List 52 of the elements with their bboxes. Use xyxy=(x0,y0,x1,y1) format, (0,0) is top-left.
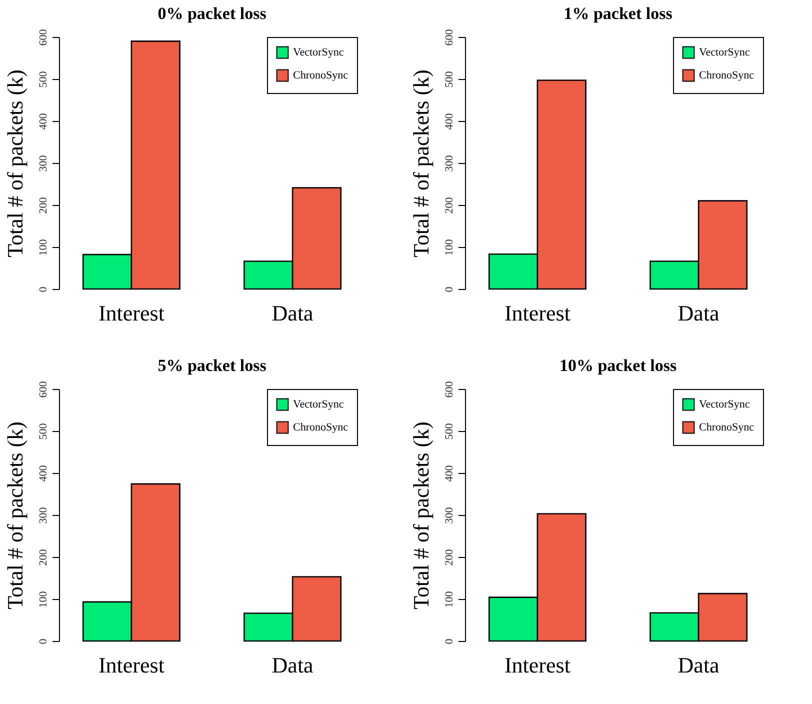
y-tick-label: 100 xyxy=(444,238,456,256)
y-tick-label: 400 xyxy=(38,112,50,130)
chart-title: 10% packet loss xyxy=(559,356,677,375)
y-tick-label: 300 xyxy=(38,154,50,172)
y-tick-label: 0 xyxy=(38,286,50,292)
y-tick-label: 300 xyxy=(444,506,456,524)
y-tick-label: 100 xyxy=(38,590,50,608)
y-tick-label: 500 xyxy=(38,422,50,440)
y-tick-label: 500 xyxy=(444,70,456,88)
x-tick-label: Data xyxy=(678,300,720,326)
y-tick-label: 0 xyxy=(444,638,456,644)
y-tick-label: 500 xyxy=(444,422,456,440)
y-tick-label: 300 xyxy=(38,506,50,524)
legend-label: ChronoSync xyxy=(699,70,754,82)
x-tick-label: Data xyxy=(272,300,314,326)
y-tick-label: 200 xyxy=(444,548,456,566)
y-tick-label: 0 xyxy=(444,286,456,292)
x-tick-label: Interest xyxy=(98,300,164,326)
chart-title: 5% packet loss xyxy=(158,356,267,375)
y-tick-label: 100 xyxy=(444,590,456,608)
y-tick-label: 200 xyxy=(38,196,50,214)
x-tick-label: Data xyxy=(272,652,314,678)
x-tick-label: Interest xyxy=(98,652,164,678)
y-axis-title: Total # of packets (k) xyxy=(2,70,28,258)
y-tick-label: 600 xyxy=(444,380,456,398)
y-tick-label: 600 xyxy=(38,380,50,398)
x-tick-label: Interest xyxy=(504,652,570,678)
x-tick-label: Interest xyxy=(504,300,570,326)
y-tick-label: 0 xyxy=(38,638,50,644)
legend-label: ChronoSync xyxy=(293,70,348,82)
y-tick-label: 200 xyxy=(444,196,456,214)
y-axis-title: Total # of packets (k) xyxy=(2,422,28,610)
legend-label: VectorSync xyxy=(293,398,344,410)
legend-label: VectorSync xyxy=(293,46,344,58)
legend-label: ChronoSync xyxy=(293,422,348,434)
chart-title: 1% packet loss xyxy=(564,4,673,23)
legend-label: VectorSync xyxy=(699,46,750,58)
y-axis-title: Total # of packets (k) xyxy=(408,70,434,258)
legend-label: ChronoSync xyxy=(699,422,754,434)
y-tick-label: 400 xyxy=(444,112,456,130)
y-tick-label: 400 xyxy=(38,464,50,482)
y-axis-title: Total # of packets (k) xyxy=(408,422,434,610)
y-tick-label: 100 xyxy=(38,238,50,256)
y-tick-label: 500 xyxy=(38,70,50,88)
legend-label: VectorSync xyxy=(699,398,750,410)
y-tick-label: 300 xyxy=(444,154,456,172)
y-tick-label: 400 xyxy=(444,464,456,482)
x-tick-label: Data xyxy=(678,652,720,678)
y-tick-label: 600 xyxy=(444,28,456,46)
y-tick-label: 600 xyxy=(38,28,50,46)
chart-title: 0% packet loss xyxy=(158,4,267,23)
y-tick-label: 200 xyxy=(38,548,50,566)
